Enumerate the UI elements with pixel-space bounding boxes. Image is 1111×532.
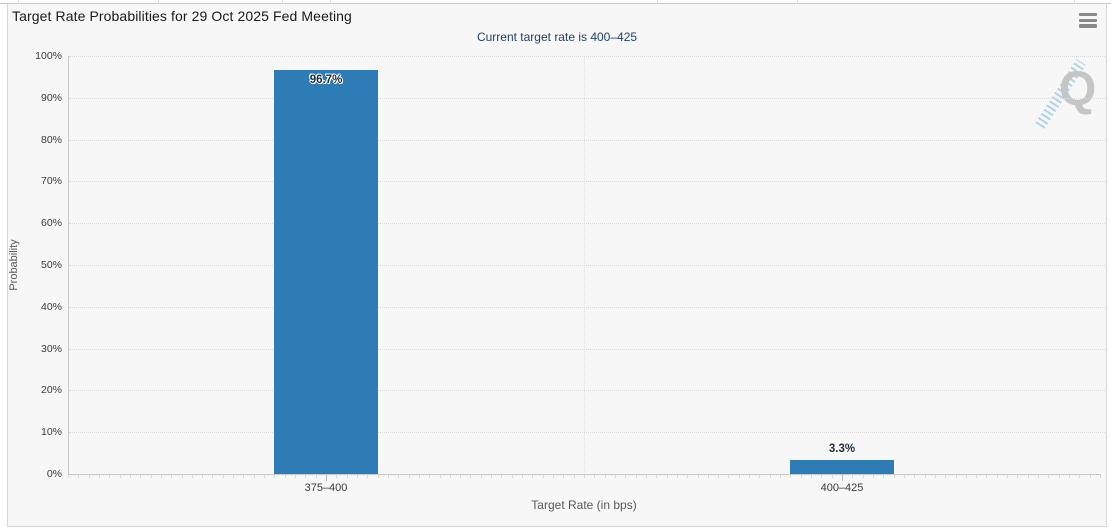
watermark-q-letter: Q	[1059, 63, 1097, 116]
hamburger-menu-icon[interactable]	[1079, 13, 1099, 29]
quikstrike-watermark: Q	[1035, 58, 1105, 133]
hamburger-bar	[1079, 24, 1097, 28]
chart-subtitle: Current target rate is 400–425	[476, 30, 638, 44]
chart-panel	[7, 4, 1107, 527]
chart-title: Target Rate Probabilities for 29 Oct 202…	[12, 8, 352, 24]
top-strip	[0, 0, 1111, 4]
hamburger-bar	[1079, 18, 1097, 22]
hamburger-bar	[1079, 13, 1097, 17]
y-axis-title: Probability	[8, 239, 20, 291]
x-axis-title: Target Rate (in bps)	[531, 498, 637, 512]
